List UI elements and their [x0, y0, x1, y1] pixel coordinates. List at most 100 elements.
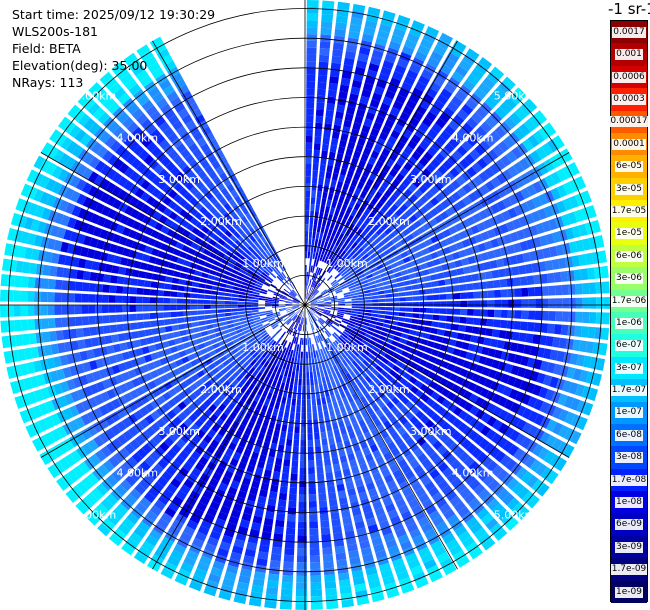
range-bin — [293, 299, 300, 303]
range-bin — [93, 250, 102, 260]
range-bin — [478, 488, 491, 501]
range-bin — [371, 368, 380, 377]
range-bin — [287, 507, 297, 515]
range-bin — [310, 306, 318, 308]
range-bin — [451, 71, 464, 83]
range-bin — [194, 191, 204, 201]
range-bin — [340, 352, 347, 360]
range-bin — [53, 461, 66, 475]
range-bin — [271, 436, 279, 445]
range-bin — [361, 410, 369, 419]
range-bin — [449, 544, 463, 557]
range-bin — [273, 358, 279, 366]
range-bin — [237, 490, 247, 499]
range-bin — [473, 87, 487, 100]
range-bin — [370, 150, 380, 160]
range-bin — [489, 111, 503, 124]
lidar-ray — [306, 14, 411, 300]
range-bin — [262, 334, 270, 340]
range-bin — [281, 396, 287, 405]
range-bin — [229, 331, 237, 337]
range-bin — [357, 314, 365, 318]
range-bin — [132, 220, 142, 231]
range-bin — [62, 267, 71, 279]
range-bin — [289, 292, 296, 297]
range-bin — [143, 321, 152, 328]
range-bin — [313, 419, 319, 427]
range-bin — [426, 340, 435, 348]
range-bin — [399, 167, 409, 177]
range-bin — [455, 376, 465, 386]
range-bin — [451, 277, 459, 285]
colorbar-segment: 1e-09 — [611, 580, 647, 604]
range-bin — [410, 324, 418, 330]
range-bin — [544, 389, 555, 401]
range-bin — [96, 146, 108, 158]
range-bin — [162, 364, 172, 373]
range-bin — [96, 239, 105, 250]
range-bin — [344, 357, 352, 365]
range-bin — [530, 150, 542, 163]
range-bin — [466, 216, 476, 226]
range-bin — [541, 286, 549, 296]
range-bin — [412, 534, 425, 546]
range-bin — [258, 246, 265, 254]
range-bin — [315, 204, 320, 212]
range-bin — [509, 402, 520, 414]
range-bin — [228, 355, 236, 363]
range-bin — [349, 370, 357, 378]
range-bin — [372, 256, 380, 263]
range-bin — [352, 252, 359, 259]
range-bin — [447, 155, 458, 166]
range-bin — [315, 336, 320, 343]
range-bin — [242, 341, 250, 347]
range-bin — [202, 366, 211, 374]
range-bin — [183, 478, 195, 489]
range-bin — [260, 274, 267, 280]
range-bin — [356, 596, 370, 606]
range-bin — [486, 416, 497, 427]
range-bin — [271, 546, 282, 555]
range-bin — [153, 499, 166, 511]
range-bin — [214, 554, 227, 564]
range-bin — [230, 480, 240, 490]
range-bin — [602, 281, 610, 294]
range-bin — [96, 216, 107, 227]
range-bin — [155, 406, 166, 417]
range-bin — [159, 374, 169, 383]
range-bin — [353, 150, 362, 160]
lidar-ray — [324, 265, 609, 304]
range-bin — [357, 333, 365, 339]
range-bin — [133, 551, 148, 564]
range-bin — [360, 547, 373, 556]
range-bin — [96, 273, 105, 282]
range-bin — [198, 259, 206, 266]
range-bin — [286, 309, 294, 313]
range-bin — [549, 349, 559, 361]
range-bin — [142, 215, 152, 225]
range-bin — [391, 236, 400, 244]
range-bin — [258, 454, 267, 463]
range-bin — [325, 375, 330, 383]
range-bin — [82, 196, 93, 208]
range-bin — [162, 196, 172, 206]
range-bin — [147, 61, 161, 74]
range-bin — [111, 470, 123, 482]
range-bin — [111, 398, 121, 410]
range-bin — [261, 404, 268, 413]
range-bin — [10, 212, 21, 227]
range-bin — [252, 342, 260, 349]
range-bin — [208, 138, 219, 148]
range-bin — [353, 73, 364, 82]
range-bin — [318, 68, 328, 76]
range-bin — [310, 197, 316, 205]
range-bin — [345, 254, 352, 262]
range-bin — [372, 224, 380, 232]
range-bin — [305, 224, 309, 232]
range-bin — [359, 214, 367, 223]
range-bin — [131, 126, 144, 139]
range-bin — [423, 254, 433, 262]
range-bin — [170, 255, 179, 263]
range-bin — [548, 298, 556, 309]
lidar-ray — [309, 87, 527, 301]
